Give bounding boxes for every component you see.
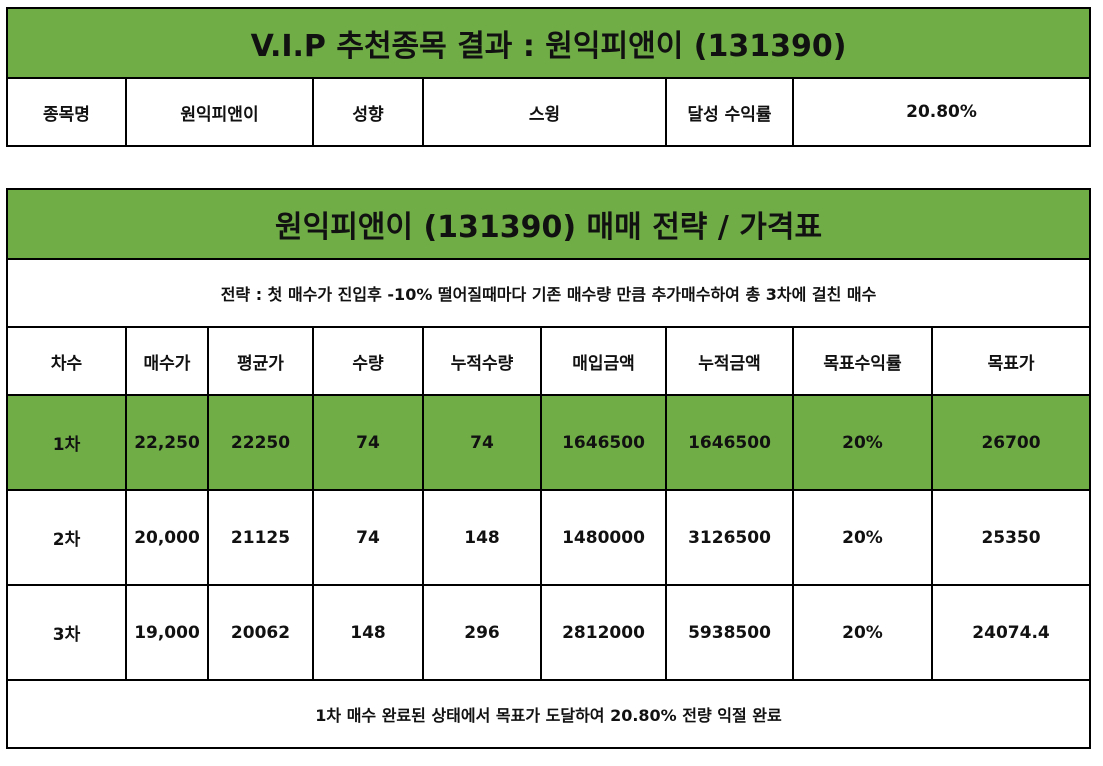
column-header: 평균가 [207,326,314,396]
table-cell: 22250 [207,394,314,491]
table-row: 2차 20,000 21125 74 148 1480000 3126500 2… [6,489,1092,586]
table-cell: 26700 [930,394,1092,491]
achieved-return-label: 달성 수익률 [665,77,794,147]
column-header: 누적수량 [422,326,542,396]
table-cell: 20% [792,489,933,586]
column-header: 차수 [6,326,127,396]
table-header-row: 차수 매수가 평균가 수량 누적수량 매입금액 누적금액 목표수익률 목표가 [6,326,1092,396]
strategy-description: 전략 : 첫 매수가 진입후 -10% 떨어질때마다 기존 매수량 만큼 추가매… [5,258,1092,328]
table-cell: 148 [312,584,424,681]
table-cell: 21125 [207,489,314,586]
column-header: 목표가 [930,326,1092,396]
column-header: 목표수익률 [792,326,933,396]
table-cell: 1646500 [665,394,794,491]
result-footer-note: 1차 매수 완료된 상태에서 목표가 도달하여 20.80% 전량 익절 완료 [5,679,1092,749]
table-row: 1차 22,250 22250 74 74 1646500 1646500 20… [6,394,1092,491]
strategy-price-table: 원익피앤이 (131390) 매매 전략 / 가격표 전략 : 첫 매수가 진입… [5,188,1092,749]
stock-name-label: 종목명 [6,77,127,147]
table-cell: 24074.4 [930,584,1092,681]
table-cell: 25350 [930,489,1092,586]
style-label: 성향 [312,77,424,147]
table-cell: 19,000 [125,584,209,681]
table-cell: 296 [422,584,542,681]
table-cell: 148 [422,489,542,586]
table-cell: 1480000 [540,489,667,586]
table-cell: 5938500 [665,584,794,681]
table-cell: 1646500 [540,394,667,491]
result-summary-table: V.I.P 추천종목 결과 : 원익피앤이 (131390) 종목명 원익피앤이… [5,7,1092,147]
result-title: V.I.P 추천종목 결과 : 원익피앤이 (131390) [5,7,1092,79]
table-cell: 74 [422,394,542,491]
table-cell: 3차 [6,584,127,681]
table-cell: 20062 [207,584,314,681]
column-header: 매수가 [125,326,209,396]
strategy-title: 원익피앤이 (131390) 매매 전략 / 가격표 [5,188,1092,260]
column-header: 수량 [312,326,424,396]
style-value: 스윙 [422,77,667,147]
column-header: 누적금액 [665,326,794,396]
table-cell: 3126500 [665,489,794,586]
table-cell: 74 [312,489,424,586]
table-row: 3차 19,000 20062 148 296 2812000 5938500 … [6,584,1092,681]
table-cell: 1차 [6,394,127,491]
table-cell: 22,250 [125,394,209,491]
table-cell: 2차 [6,489,127,586]
table-cell: 2812000 [540,584,667,681]
table-cell: 20% [792,394,933,491]
column-header: 매입금액 [540,326,667,396]
table-cell: 20,000 [125,489,209,586]
table-cell: 20% [792,584,933,681]
table-cell: 74 [312,394,424,491]
stock-name-value: 원익피앤이 [125,77,314,147]
achieved-return-value: 20.80% [791,77,1092,147]
